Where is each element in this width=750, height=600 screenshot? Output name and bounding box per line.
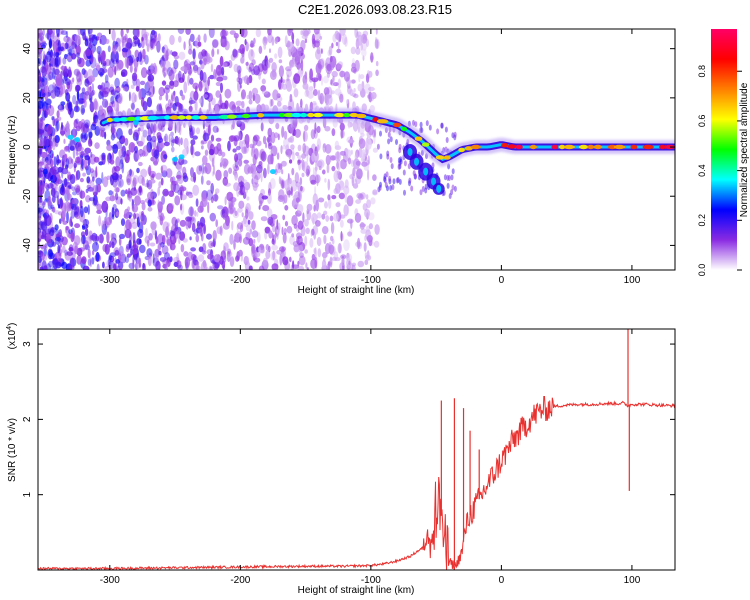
y-tick-label: 2 [22, 416, 33, 422]
x-tick-label: 0 [499, 575, 505, 586]
colorbar-tick-label: 0.2 [697, 214, 707, 227]
y-tick-label: 40 [22, 43, 33, 55]
snr-series-line [38, 396, 675, 570]
spectrogram-x-axis: -300 -200 -100 0 100 [100, 29, 641, 286]
chart-title: C2E1.2026.093.08.23.R15 [298, 2, 452, 17]
x-tick-label: -200 [230, 275, 250, 286]
spectrogram-frame [37, 28, 676, 271]
y-tick-label: 3 [22, 341, 33, 347]
x-tick-label: 0 [499, 275, 505, 286]
colorbar-label: Normalized spectral amplitude [739, 82, 750, 217]
x-tick-label: -300 [100, 575, 120, 586]
colorbar: 0.0 0.2 0.4 0.6 0.8 Normalized spectral ampl… [697, 29, 750, 276]
x-tick-label: 100 [624, 275, 641, 286]
colorbar-tick-label: 0.0 [697, 264, 707, 277]
y-tick-label: 1 [22, 491, 33, 497]
spectrogram-x-label: Height of straight line (km) [298, 285, 415, 296]
x-tick-label: -100 [361, 275, 381, 286]
spectrogram-y-axis: -40 -20 0 20 40 [22, 43, 675, 253]
svg-text:(x104): (x104) [6, 323, 18, 350]
x-tick-label: -100 [361, 575, 381, 586]
snr-y-label: SNR (10 * v/v) [7, 418, 18, 482]
spectrogram-heatmap [38, 29, 675, 270]
y-tick-label: -40 [22, 238, 33, 253]
snr-multiplier: (x104) [6, 323, 18, 350]
snr-panel: -300 -200 -100 0 100 1 2 3 Height of straight … [6, 323, 676, 596]
snr-x-label: Height of straight line (km) [298, 585, 415, 596]
y-tick-label: 0 [22, 144, 33, 150]
y-tick-label: -20 [22, 189, 33, 204]
snr-multiplier-exp: 4 [6, 326, 13, 330]
snr-x-axis: -300 -200 -100 0 100 [100, 329, 641, 586]
colorbar-tick-label: 0.4 [697, 164, 707, 177]
x-tick-label: 100 [624, 575, 641, 586]
y-tick-label: 20 [22, 92, 33, 104]
snr-multiplier-base: (x10 [7, 329, 18, 349]
spectrogram-noise [38, 29, 457, 270]
ridge-dip [403, 143, 445, 195]
ridge-hotspots [67, 112, 675, 175]
colorbar-scale [711, 29, 737, 270]
colorbar-tick-label: 0.6 [697, 115, 707, 128]
snr-frame [37, 328, 676, 571]
colorbar-tick-label: 0.8 [697, 65, 707, 78]
colorbar-ticks: 0.0 0.2 0.4 0.6 0.8 [697, 65, 742, 276]
spectrogram-y-label: Frequency (Hz) [7, 116, 18, 185]
x-tick-label: -300 [100, 275, 120, 286]
x-tick-label: -200 [230, 575, 250, 586]
snr-y-axis: 1 2 3 [22, 341, 675, 497]
snr-plot [38, 329, 675, 570]
